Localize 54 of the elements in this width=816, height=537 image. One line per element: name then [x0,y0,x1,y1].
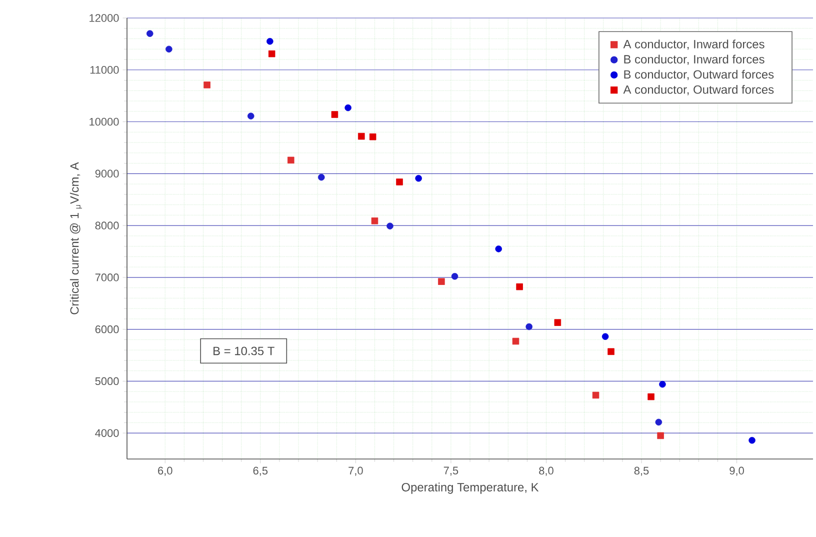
x-tick-label: 8,0 [539,466,554,476]
point [371,217,378,224]
y-axis-title: Critical current @ 1 $_{μ}$V/cm, A [70,162,82,314]
legend-label: B conductor, Outward forces [624,70,774,80]
point [659,380,666,388]
point [438,278,445,285]
point [318,174,325,181]
y-tick-label: 6000 [95,325,119,334]
point [344,104,352,112]
point [554,319,562,326]
point [386,222,394,230]
point [495,245,502,252]
point [608,348,614,355]
x-tick-label: 9,0 [730,466,744,476]
y-tick-label: 5000 [95,377,119,386]
point [268,50,276,58]
x-tick-label: 6,0 [158,466,172,476]
x-tick-label: 6,5 [253,466,268,476]
x-tick-label: 8,5 [634,466,649,476]
legend-label: B conductor, Inward forces [624,54,764,65]
y-tick-label: 8000 [95,222,119,230]
point [592,392,600,399]
point [247,112,254,120]
point [415,174,422,182]
point [166,46,172,53]
y-tick-label: 12000 [90,14,119,22]
point [358,132,365,140]
y-tick-label: 7000 [95,274,119,282]
point [266,38,274,45]
point [648,393,654,400]
point [748,436,756,444]
x-axis-title: Operating Temperature, K [402,482,539,494]
point [655,418,662,426]
point [331,111,338,118]
point [146,30,154,37]
point [512,338,520,345]
legend-label: A conductor, Outward forces [623,85,774,96]
annotation: B = 10.35 T [214,346,274,356]
point [657,432,664,440]
y-tick-label: 4000 [95,429,119,437]
y-tick-label: 10000 [90,118,119,126]
point [526,323,532,330]
y-tick-label: 9000 [95,170,119,178]
x-tick-label: 7,0 [348,466,363,476]
y-tick-label: 11000 [90,66,119,74]
legend-label: A conductor, Inward forces [623,40,764,50]
point [396,178,403,186]
point [204,82,210,88]
point [516,283,523,290]
point [287,156,294,164]
point [451,272,458,280]
x-tick-label: 7,5 [444,466,458,476]
point [602,333,609,340]
point [369,133,376,140]
